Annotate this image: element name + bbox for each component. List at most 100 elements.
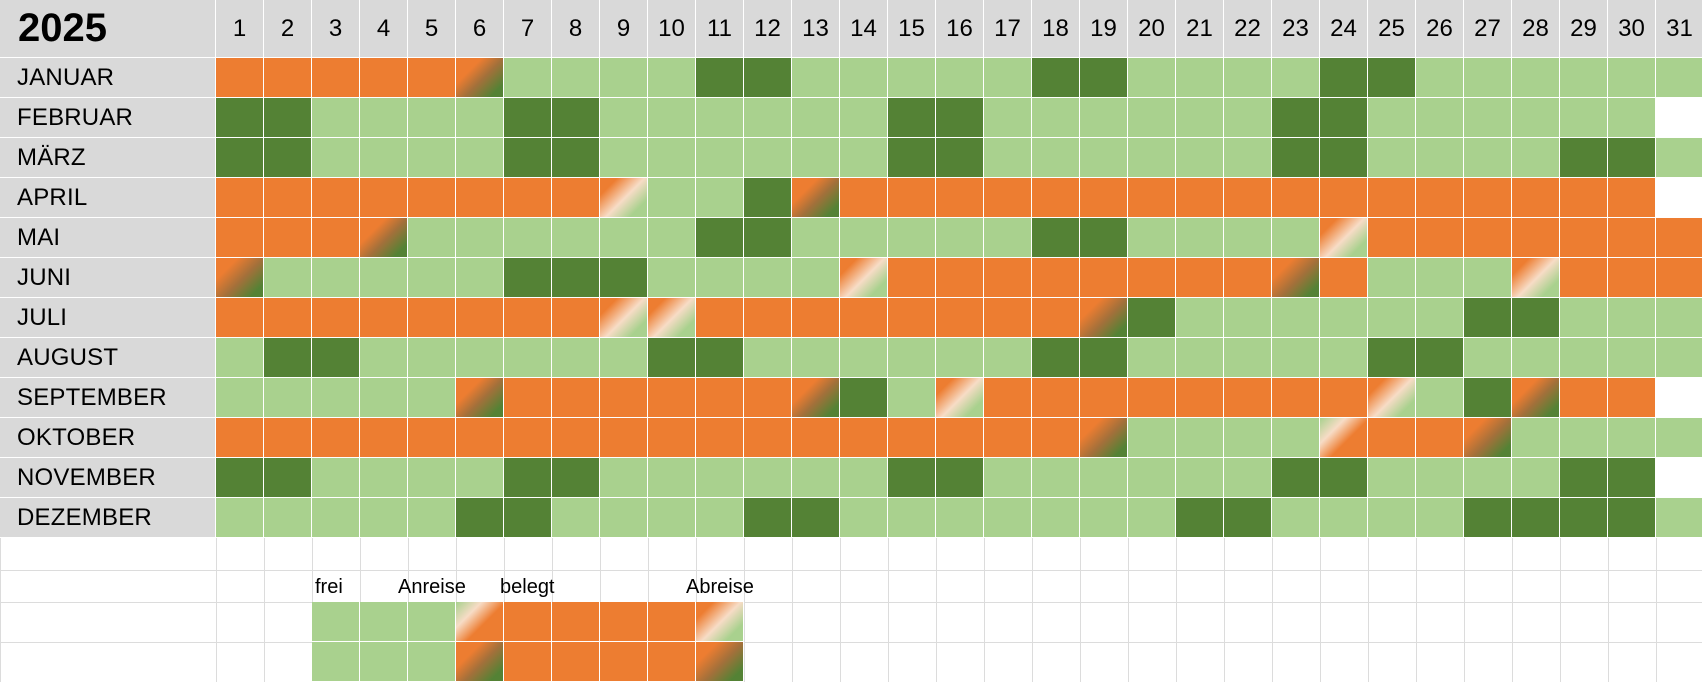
day-cell[interactable]: [1272, 258, 1320, 298]
day-cell[interactable]: [984, 138, 1032, 178]
day-cell[interactable]: [504, 178, 552, 218]
day-cell[interactable]: [1416, 178, 1464, 218]
day-cell[interactable]: [792, 338, 840, 378]
day-cell[interactable]: [984, 178, 1032, 218]
day-cell[interactable]: [312, 218, 360, 258]
day-cell[interactable]: [888, 58, 936, 98]
day-cell[interactable]: [1560, 498, 1608, 538]
day-cell[interactable]: [552, 378, 600, 418]
day-cell[interactable]: [984, 298, 1032, 338]
day-cell[interactable]: [1224, 178, 1272, 218]
day-cell[interactable]: [1416, 498, 1464, 538]
day-cell[interactable]: [360, 218, 408, 258]
day-cell[interactable]: [984, 98, 1032, 138]
day-cell[interactable]: [1416, 258, 1464, 298]
day-cell[interactable]: [648, 298, 696, 338]
day-cell[interactable]: [216, 498, 264, 538]
day-cell[interactable]: [1512, 98, 1560, 138]
day-cell[interactable]: [552, 258, 600, 298]
day-cell[interactable]: [840, 98, 888, 138]
day-cell[interactable]: [1512, 138, 1560, 178]
day-cell[interactable]: [792, 138, 840, 178]
day-cell[interactable]: [1224, 338, 1272, 378]
day-cell[interactable]: [504, 138, 552, 178]
day-cell[interactable]: [216, 418, 264, 458]
day-cell[interactable]: [936, 338, 984, 378]
day-cell[interactable]: [648, 378, 696, 418]
day-cell[interactable]: [792, 498, 840, 538]
day-cell[interactable]: [1080, 338, 1128, 378]
day-cell[interactable]: [456, 138, 504, 178]
day-cell[interactable]: [216, 458, 264, 498]
day-cell[interactable]: [1128, 418, 1176, 458]
day-cell[interactable]: [264, 458, 312, 498]
day-cell[interactable]: [696, 298, 744, 338]
day-cell[interactable]: [1512, 418, 1560, 458]
day-cell[interactable]: [888, 138, 936, 178]
day-cell[interactable]: [1512, 258, 1560, 298]
day-cell[interactable]: [1464, 378, 1512, 418]
day-cell[interactable]: [1176, 498, 1224, 538]
day-cell[interactable]: [264, 98, 312, 138]
day-cell[interactable]: [1176, 338, 1224, 378]
day-cell[interactable]: [840, 138, 888, 178]
day-cell[interactable]: [1368, 258, 1416, 298]
day-cell[interactable]: [1224, 418, 1272, 458]
day-cell[interactable]: [1608, 418, 1656, 458]
day-cell[interactable]: [1224, 58, 1272, 98]
day-cell[interactable]: [936, 58, 984, 98]
day-cell[interactable]: [1560, 458, 1608, 498]
day-cell[interactable]: [1656, 258, 1702, 298]
day-cell[interactable]: [1368, 458, 1416, 498]
day-cell[interactable]: [1176, 258, 1224, 298]
day-cell[interactable]: [216, 218, 264, 258]
day-cell[interactable]: [936, 138, 984, 178]
day-cell[interactable]: [1272, 218, 1320, 258]
day-cell[interactable]: [1128, 378, 1176, 418]
day-cell[interactable]: [1656, 378, 1702, 418]
day-cell[interactable]: [504, 338, 552, 378]
day-cell[interactable]: [1464, 298, 1512, 338]
day-cell[interactable]: [504, 218, 552, 258]
day-cell[interactable]: [1608, 178, 1656, 218]
day-cell[interactable]: [1368, 58, 1416, 98]
day-cell[interactable]: [1080, 418, 1128, 458]
day-cell[interactable]: [216, 378, 264, 418]
day-cell[interactable]: [1464, 498, 1512, 538]
day-cell[interactable]: [744, 258, 792, 298]
day-cell[interactable]: [984, 58, 1032, 98]
day-cell[interactable]: [312, 98, 360, 138]
day-cell[interactable]: [1080, 178, 1128, 218]
day-cell[interactable]: [456, 418, 504, 458]
day-cell[interactable]: [216, 138, 264, 178]
day-cell[interactable]: [744, 138, 792, 178]
day-cell[interactable]: [744, 58, 792, 98]
day-cell[interactable]: [1032, 258, 1080, 298]
day-cell[interactable]: [1224, 298, 1272, 338]
day-cell[interactable]: [1656, 498, 1702, 538]
day-cell[interactable]: [1080, 98, 1128, 138]
day-cell[interactable]: [1032, 178, 1080, 218]
day-cell[interactable]: [360, 298, 408, 338]
day-cell[interactable]: [552, 338, 600, 378]
day-cell[interactable]: [408, 458, 456, 498]
day-cell[interactable]: [1416, 98, 1464, 138]
day-cell[interactable]: [360, 498, 408, 538]
day-cell[interactable]: [216, 338, 264, 378]
day-cell[interactable]: [1176, 138, 1224, 178]
day-cell[interactable]: [504, 298, 552, 338]
day-cell[interactable]: [312, 58, 360, 98]
day-cell[interactable]: [1464, 98, 1512, 138]
day-cell[interactable]: [696, 498, 744, 538]
day-cell[interactable]: [1128, 178, 1176, 218]
day-cell[interactable]: [1320, 498, 1368, 538]
day-cell[interactable]: [1032, 338, 1080, 378]
day-cell[interactable]: [1080, 378, 1128, 418]
day-cell[interactable]: [1128, 298, 1176, 338]
day-cell[interactable]: [1224, 218, 1272, 258]
day-cell[interactable]: [1416, 458, 1464, 498]
day-cell[interactable]: [360, 338, 408, 378]
day-cell[interactable]: [264, 338, 312, 378]
day-cell[interactable]: [1176, 298, 1224, 338]
day-cell[interactable]: [1608, 298, 1656, 338]
